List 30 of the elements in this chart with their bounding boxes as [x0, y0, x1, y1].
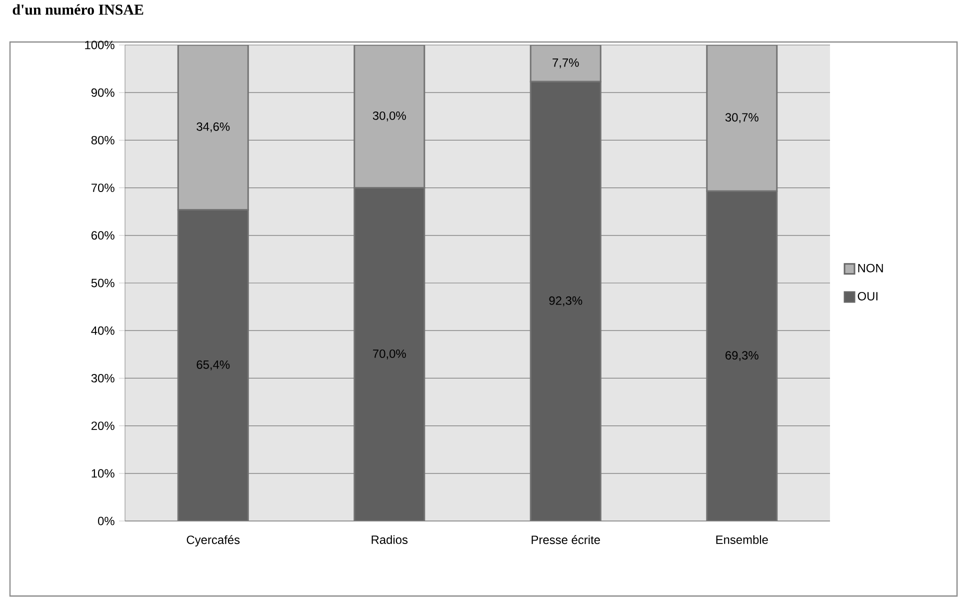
- x-tick-label: Radios: [372, 535, 408, 544]
- y-tick-label: 30%: [91, 374, 114, 382]
- y-tick-label: 50%: [91, 278, 114, 288]
- data-label: 30,0%: [372, 111, 406, 122]
- x-tick-label: Ensemble: [716, 535, 768, 544]
- y-tick-label: 70%: [91, 184, 114, 192]
- bar: [177, 44, 249, 210]
- y-tick-label: 60%: [91, 231, 114, 240]
- x-tick-label: Cyercafés: [186, 535, 240, 546]
- data-label: 70,0%: [373, 349, 406, 360]
- data-label: 65,4%: [196, 360, 230, 370]
- y-tick-label: 10%: [92, 469, 114, 478]
- legend-label: NON: [858, 264, 883, 272]
- y-tick-label: 90%: [91, 88, 114, 97]
- legend-label: OUI: [858, 292, 878, 300]
- y-tick-label: 0%: [98, 516, 114, 526]
- x-tick-label: Presse écrite: [532, 535, 600, 544]
- y-tick-label: 20%: [91, 422, 114, 430]
- data-label: 34,6%: [196, 122, 230, 132]
- y-tick-label: 40%: [91, 326, 114, 335]
- chart-title: d'un numéro INSAE: [12, 4, 144, 15]
- data-label: 30,7%: [725, 113, 758, 123]
- bar: [354, 44, 426, 189]
- bar: [530, 44, 602, 82]
- data-label: 92,3%: [549, 296, 582, 306]
- data-label: 69,3%: [726, 351, 758, 362]
- data-label: 7,7%: [552, 58, 579, 68]
- y-tick-label: 100%: [85, 40, 114, 50]
- y-tick-label: 80%: [91, 136, 114, 144]
- bar: [706, 44, 778, 192]
